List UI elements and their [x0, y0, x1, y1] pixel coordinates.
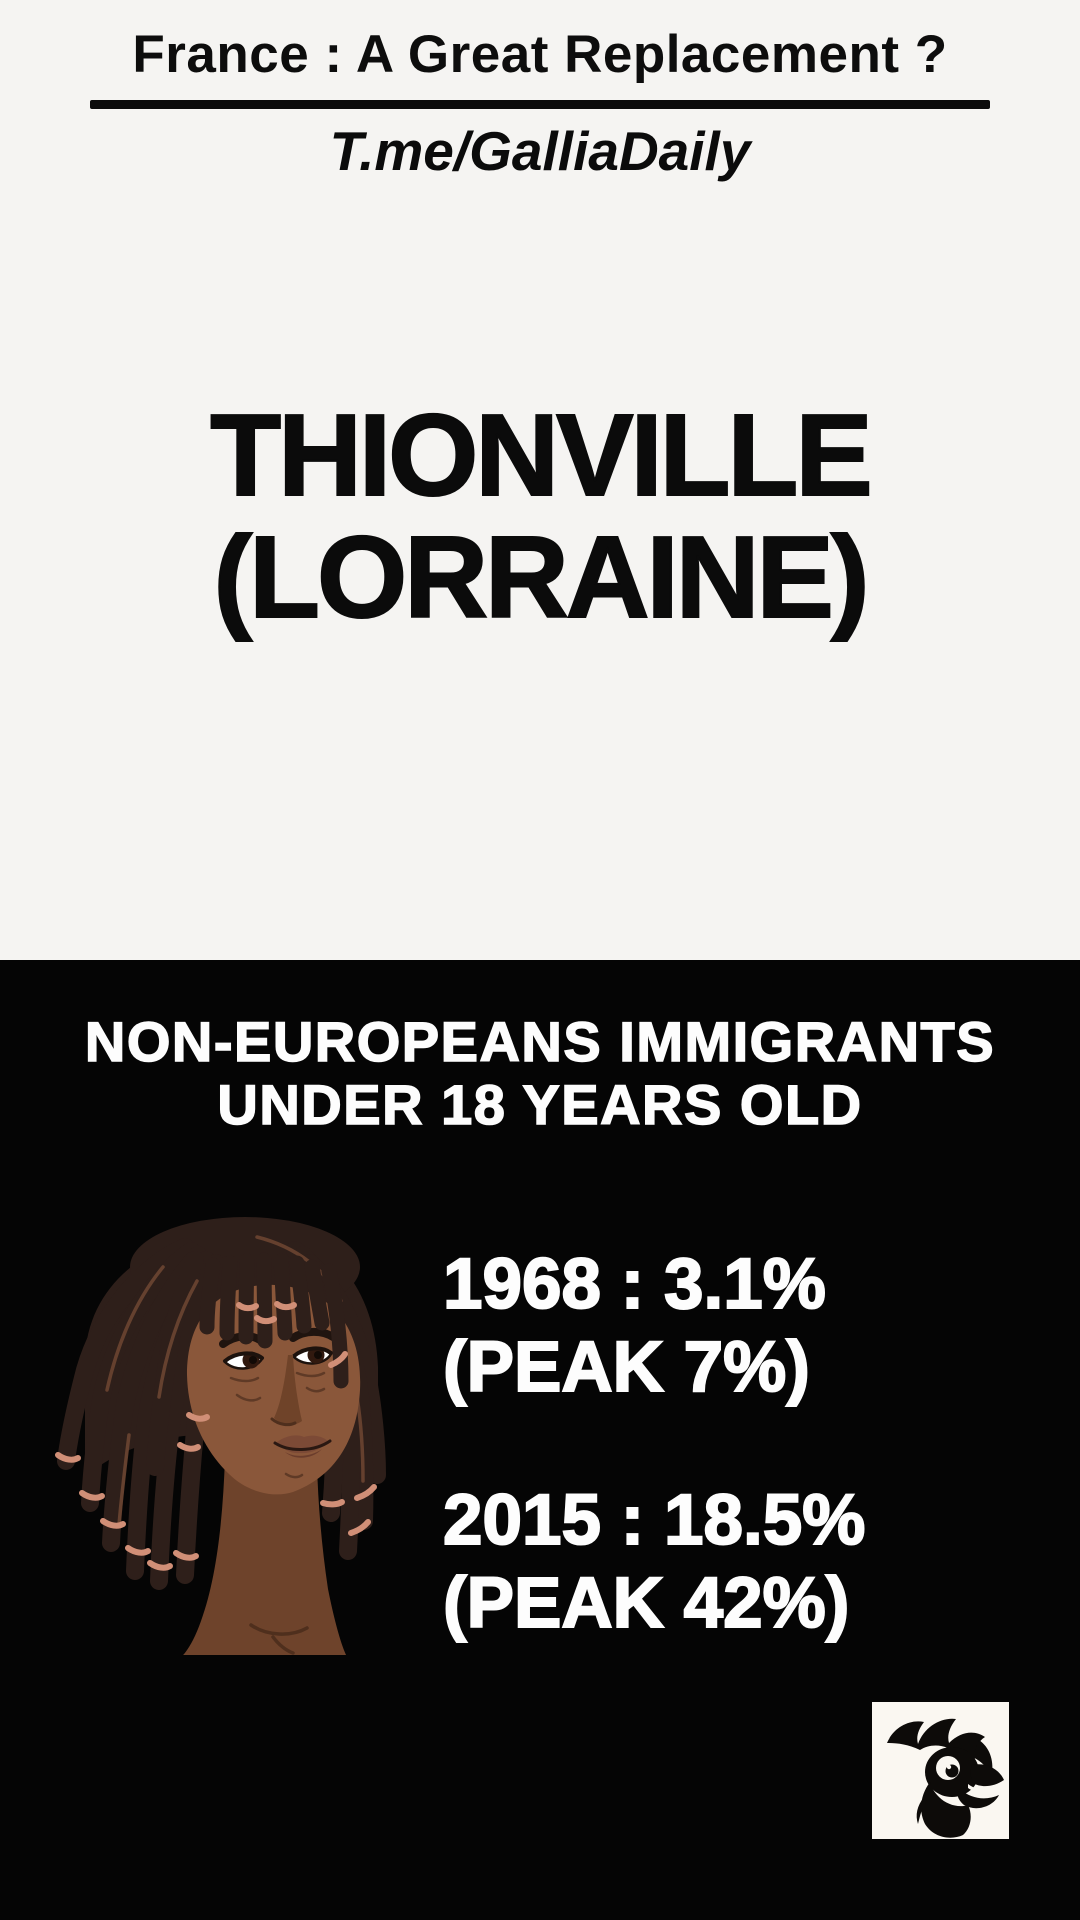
- stats-heading-line1: NON-EUROPEANS IMMIGRANTS: [84, 1009, 996, 1074]
- stat-value: 2015 : 18.5%: [442, 1480, 866, 1561]
- stat-block-1968: 1968 : 3.1% (PEAK 7%): [442, 1243, 827, 1409]
- city-title: THIONVILLE (LORRAINE): [0, 390, 1080, 642]
- stat-peak: (PEAK 7%): [442, 1327, 811, 1408]
- city-title-line2: (LORRAINE): [212, 512, 870, 642]
- stat-peak: (PEAK 42%): [442, 1563, 850, 1644]
- rooster-icon: [872, 1702, 1009, 1839]
- city-title-line1: THIONVILLE: [209, 390, 874, 520]
- telegram-handle: T.me/GalliaDaily: [329, 120, 751, 182]
- stats-heading: NON-EUROPEANS IMMIGRANTS UNDER 18 YEARS …: [0, 1009, 1080, 1137]
- page-title: France : A Great Replacement ?: [132, 25, 948, 84]
- stats-section: NON-EUROPEANS IMMIGRANTS UNDER 18 YEARS …: [0, 960, 1080, 1920]
- stat-block-2015: 2015 : 18.5% (PEAK 42%): [442, 1479, 866, 1645]
- rooster-logo-box: [872, 1702, 1009, 1839]
- top-section: France : A Great Replacement ? T.me/Gall…: [0, 25, 1080, 642]
- person-with-braids-illustration: [55, 1217, 386, 1655]
- stat-value: 1968 : 3.1%: [442, 1244, 827, 1325]
- header-divider: [90, 100, 990, 109]
- stats-heading-line2: UNDER 18 YEARS OLD: [217, 1072, 863, 1137]
